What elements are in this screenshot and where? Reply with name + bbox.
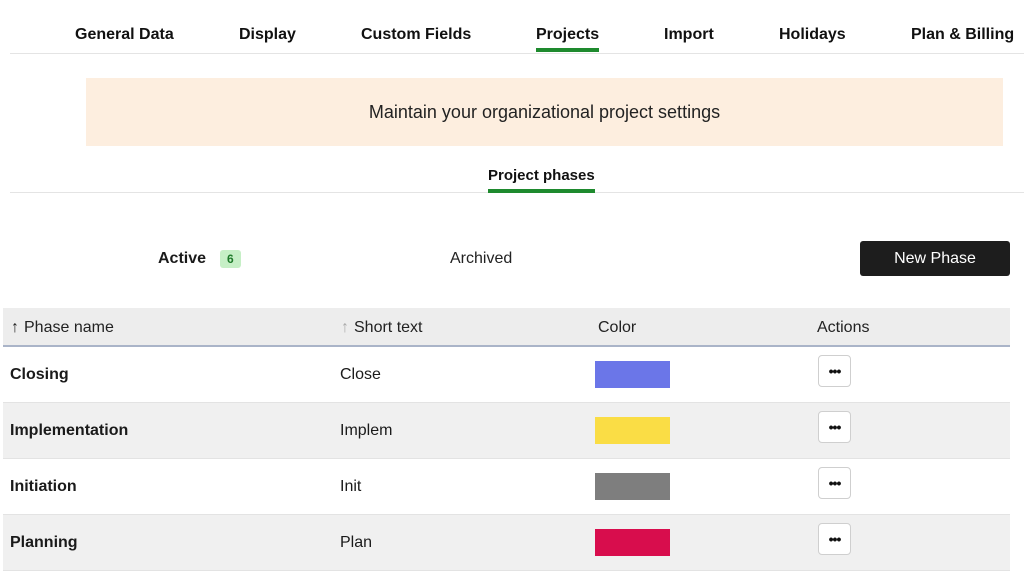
tab-display[interactable]: Display — [239, 26, 296, 43]
phase-color-swatch — [595, 417, 670, 444]
table-row[interactable]: Planning Plan ••• — [3, 515, 1010, 571]
filter-active-label: Active — [158, 250, 207, 267]
tab-general-data[interactable]: General Data — [75, 26, 174, 43]
banner-text: Maintain your organizational project set… — [368, 101, 721, 122]
column-header-actions: Actions — [817, 319, 870, 336]
phase-name: Initiation — [10, 478, 77, 495]
ellipsis-icon: ••• — [828, 419, 842, 435]
tab-holidays[interactable]: Holidays — [779, 26, 846, 43]
column-header-phase-name[interactable]: ↑ Phase name — [11, 319, 114, 337]
tab-projects[interactable]: Projects — [536, 26, 600, 52]
column-header-color: Color — [598, 319, 637, 336]
arrow-up-icon: ↑ — [341, 319, 349, 336]
arrow-up-icon: ↑ — [11, 319, 19, 336]
tab-project-phases[interactable]: Project phases — [488, 167, 595, 193]
filter-active[interactable]: Active 6 — [158, 250, 241, 268]
phase-color-swatch — [595, 361, 670, 388]
tab-import[interactable]: Import — [664, 26, 714, 43]
phase-short-text: Implem — [340, 422, 393, 439]
table-row[interactable]: Closing Close ••• — [3, 347, 1010, 403]
phase-color-swatch — [595, 529, 670, 556]
phase-name: Closing — [10, 366, 69, 383]
phases-table: ↑ Phase name ↑ Short text Color Actions Cl… — [3, 308, 1010, 571]
phase-short-text: Plan — [340, 534, 373, 551]
phase-color-swatch — [595, 473, 670, 500]
phase-short-text: Init — [340, 478, 362, 495]
table-row[interactable]: Implementation Implem ••• — [3, 403, 1010, 459]
ellipsis-icon: ••• — [828, 475, 842, 491]
filter-archived[interactable]: Archived — [450, 250, 513, 267]
settings-tabs: General Data Display Custom Fields Proje… — [10, 0, 1024, 54]
more-actions-button[interactable]: ••• — [818, 355, 851, 387]
tab-custom-fields[interactable]: Custom Fields — [361, 26, 472, 43]
tab-plan-billing[interactable]: Plan & Billing — [911, 26, 1015, 43]
column-header-short-text[interactable]: ↑ Short text — [341, 319, 422, 337]
new-phase-button[interactable]: New Phase — [860, 241, 1010, 276]
project-subtabs: Project phases — [10, 156, 1024, 193]
ellipsis-icon: ••• — [828, 363, 842, 379]
table-header: ↑ Phase name ↑ Short text Color Actions — [3, 308, 1010, 347]
more-actions-button[interactable]: ••• — [818, 411, 851, 443]
active-count-badge: 6 — [220, 250, 241, 268]
ellipsis-icon: ••• — [828, 531, 842, 547]
phase-short-text: Close — [340, 366, 381, 383]
phase-name: Implementation — [10, 422, 129, 439]
more-actions-button[interactable]: ••• — [818, 467, 851, 499]
phase-name: Planning — [10, 534, 78, 551]
table-row[interactable]: Initiation Init ••• — [3, 459, 1010, 515]
info-banner: Maintain your organizational project set… — [86, 78, 1003, 146]
more-actions-button[interactable]: ••• — [818, 523, 851, 555]
column-header-label: Short text — [354, 319, 423, 336]
column-header-label: Phase name — [24, 319, 114, 336]
